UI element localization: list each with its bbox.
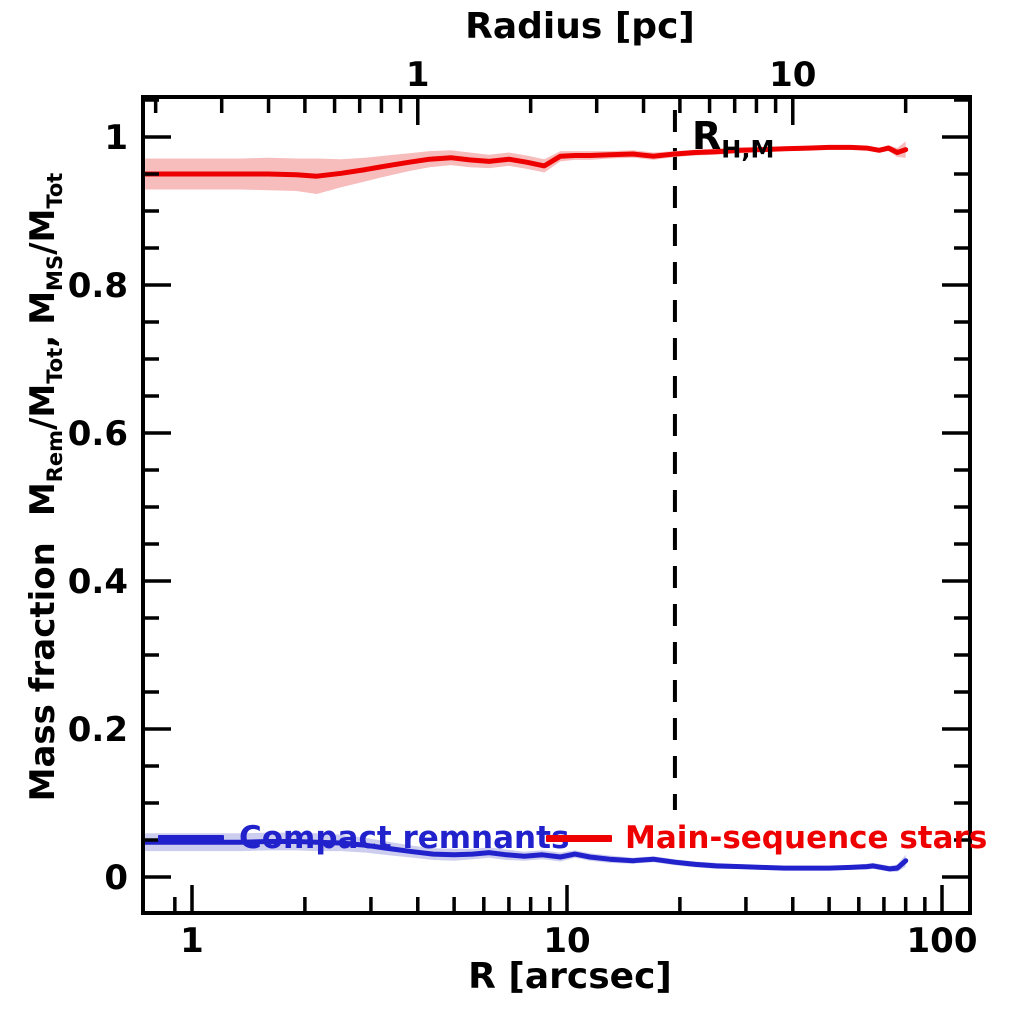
y-tick-label: 0.6	[68, 414, 128, 454]
y-axis-title: Mass fractionMRem/MTot,MMS/MTot	[23, 173, 67, 802]
legend-item-compact-remnants: Compact remnants	[158, 820, 569, 856]
legend-label: Compact remnants	[239, 820, 570, 856]
slash-m-tot-2: /M	[23, 208, 64, 255]
legend-label: Main-sequence stars	[625, 820, 988, 856]
m-ms-symbol: M	[23, 290, 64, 325]
legend-line-sample-blue	[158, 834, 224, 842]
m-rem-subscript: Rem	[42, 430, 67, 483]
curve-compact-remnants	[142, 839, 909, 872]
legend-item-main-sequence-stars: Main-sequence stars	[546, 820, 987, 856]
m-rem-symbol: M	[23, 482, 64, 517]
x-tick-label-top: 1	[406, 55, 430, 95]
y-axis-title-text: Mass fraction	[23, 542, 64, 802]
x-tick-label-bottom: 100	[907, 921, 978, 961]
x-tick-label-top: 10	[769, 55, 816, 95]
y-tick-label: 0.8	[68, 266, 128, 306]
x-tick-label-bottom: 10	[543, 921, 590, 961]
uncertainty-band-main-sequence	[145, 141, 906, 194]
y-tick-label: 0.4	[68, 562, 128, 602]
bottom-axis-title: R [arcsec]	[468, 956, 672, 997]
m-ms-subscript: MS	[42, 254, 67, 291]
annotation-symbol: R	[692, 114, 722, 158]
y-tick-label: 0	[104, 858, 128, 898]
plot-frame	[141, 95, 972, 915]
y-tick-label: 1	[104, 118, 128, 158]
comma: ,	[23, 334, 64, 348]
curve-main-sequence-stars	[142, 144, 909, 179]
annotation-subscript: H,M	[721, 135, 775, 164]
x-tick-label-bottom: 1	[180, 921, 204, 961]
top-axis-title: Radius [pc]	[465, 6, 695, 47]
m-tot-subscript: Tot	[42, 347, 67, 384]
m-tot-subscript-2: Tot	[42, 172, 67, 209]
legend-line-sample-red	[546, 834, 612, 842]
slash-m-tot: /M	[23, 383, 64, 430]
half-mass-radius-annotation: RH,M	[692, 114, 774, 164]
y-tick-label: 0.2	[68, 710, 128, 750]
